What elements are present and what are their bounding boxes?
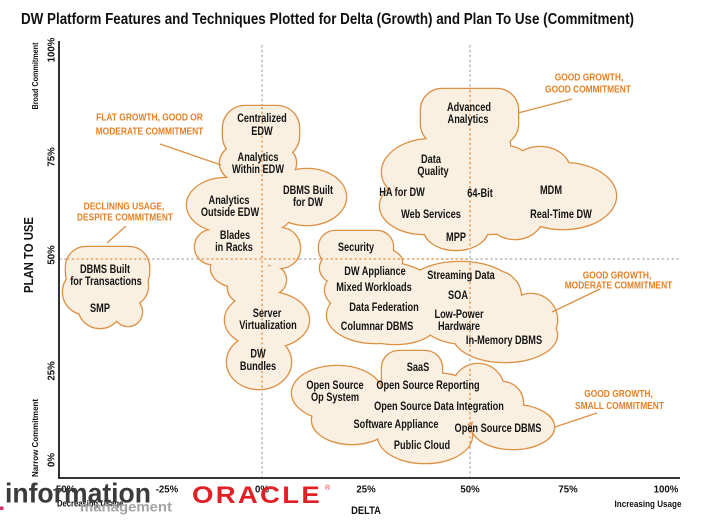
svg-text:Decreasing Usage: Decreasing Usage <box>57 499 123 509</box>
svg-text:ORACLE: ORACLE <box>192 482 322 509</box>
svg-text:Open Source Data Integration: Open Source Data Integration <box>374 401 504 413</box>
svg-text:MODERATE COMMITMENT: MODERATE COMMITMENT <box>96 126 204 138</box>
svg-text:75%: 75% <box>558 484 578 496</box>
svg-text:Virtualization: Virtualization <box>239 320 297 332</box>
svg-text:Web Services: Web Services <box>401 209 461 221</box>
svg-text:75%: 75% <box>46 147 58 167</box>
svg-text:for DW: for DW <box>293 197 323 209</box>
svg-text:50%: 50% <box>46 245 58 265</box>
svg-text:50%: 50% <box>460 484 480 496</box>
svg-text:DW Appliance: DW Appliance <box>344 266 406 278</box>
svg-text:MDM: MDM <box>540 185 562 197</box>
svg-text:HA for DW: HA for DW <box>379 187 425 199</box>
svg-text:Columnar DBMS: Columnar DBMS <box>341 321 414 333</box>
svg-text:Open Source: Open Source <box>306 380 363 392</box>
svg-text:SMALL COMMITMENT: SMALL COMMITMENT <box>575 400 664 412</box>
svg-text:Low-Power: Low-Power <box>434 309 484 321</box>
svg-text:25%: 25% <box>46 361 58 381</box>
svg-text:Data: Data <box>421 154 441 166</box>
svg-text:SaaS: SaaS <box>407 362 430 374</box>
svg-text:GOOD COMMITMENT: GOOD COMMITMENT <box>545 84 631 96</box>
svg-text:Op System: Op System <box>311 392 359 404</box>
svg-text:Security: Security <box>338 242 375 254</box>
svg-text:DW Platform Features and Techn: DW Platform Features and Techniques Plot… <box>21 11 634 28</box>
svg-text:in Racks: in Racks <box>215 242 253 254</box>
svg-text:-50%: -50% <box>53 484 76 496</box>
svg-text:DECLINING USAGE,: DECLINING USAGE, <box>84 201 165 213</box>
svg-text:information: information <box>5 478 151 509</box>
svg-text:EDW: EDW <box>251 126 273 138</box>
svg-text:Narrow Commitment: Narrow Commitment <box>30 399 40 477</box>
svg-text:Open Source Reporting: Open Source Reporting <box>376 380 479 392</box>
svg-text:Data Federation: Data Federation <box>349 302 419 314</box>
svg-text:Increasing Usage: Increasing Usage <box>615 499 682 510</box>
svg-text:SMP: SMP <box>90 303 110 315</box>
svg-text:Centralized: Centralized <box>237 113 287 125</box>
svg-text:GOOD GROWTH,: GOOD GROWTH, <box>583 270 652 282</box>
svg-text:PLAN TO USE: PLAN TO USE <box>22 217 36 293</box>
svg-text:Broad Commitment: Broad Commitment <box>30 42 40 109</box>
svg-text:100%: 100% <box>46 37 58 62</box>
svg-text:100%: 100% <box>654 484 679 496</box>
svg-text:Open Source DBMS: Open Source DBMS <box>455 423 542 435</box>
svg-text:Quality: Quality <box>417 166 449 178</box>
svg-text:Blades: Blades <box>220 230 250 242</box>
svg-text:GOOD GROWTH,: GOOD GROWTH, <box>555 72 624 84</box>
svg-text:SOA: SOA <box>448 290 468 302</box>
svg-text:DESPITE COMMITMENT: DESPITE COMMITMENT <box>77 212 174 224</box>
svg-text:Hardware: Hardware <box>438 321 480 333</box>
svg-text:0%: 0% <box>46 452 58 467</box>
svg-text:Server: Server <box>253 308 282 320</box>
svg-text:GOOD GROWTH,: GOOD GROWTH, <box>584 388 653 400</box>
svg-text:Outside EDW: Outside EDW <box>201 207 259 219</box>
svg-text:Within EDW: Within EDW <box>232 164 284 176</box>
svg-text:MODERATE COMMITMENT: MODERATE COMMITMENT <box>565 280 673 292</box>
svg-text:0%: 0% <box>255 484 270 496</box>
svg-text:MPP: MPP <box>446 232 466 244</box>
svg-text:Streaming Data: Streaming Data <box>427 270 495 282</box>
svg-text:Real-Time DW: Real-Time DW <box>530 209 592 221</box>
svg-text:DBMS Built: DBMS Built <box>283 185 333 197</box>
svg-text:In-Memory DBMS: In-Memory DBMS <box>466 335 542 347</box>
svg-text:DELTA: DELTA <box>351 505 381 517</box>
svg-text:Public Cloud: Public Cloud <box>394 440 450 452</box>
svg-text:Advanced: Advanced <box>447 102 491 114</box>
svg-text:DBMS Built: DBMS Built <box>80 264 130 276</box>
svg-text:Analytics: Analytics <box>448 114 489 126</box>
svg-text:64-Bit: 64-Bit <box>467 188 493 200</box>
svg-text:-25%: -25% <box>156 484 179 496</box>
svg-text:Software Appliance: Software Appliance <box>354 419 439 431</box>
svg-text:Analytics: Analytics <box>209 195 250 207</box>
svg-text:FLAT GROWTH, GOOD OR: FLAT GROWTH, GOOD OR <box>96 112 203 124</box>
svg-text:management: management <box>80 500 173 515</box>
svg-text:®: ® <box>325 484 331 492</box>
svg-text:Analytics: Analytics <box>238 152 279 164</box>
svg-text:DW: DW <box>250 348 265 360</box>
svg-text:for Transactions: for Transactions <box>70 276 142 288</box>
svg-text:Mixed Workloads: Mixed Workloads <box>336 282 412 294</box>
svg-text:25%: 25% <box>356 484 376 496</box>
svg-text:Bundles: Bundles <box>240 361 276 373</box>
